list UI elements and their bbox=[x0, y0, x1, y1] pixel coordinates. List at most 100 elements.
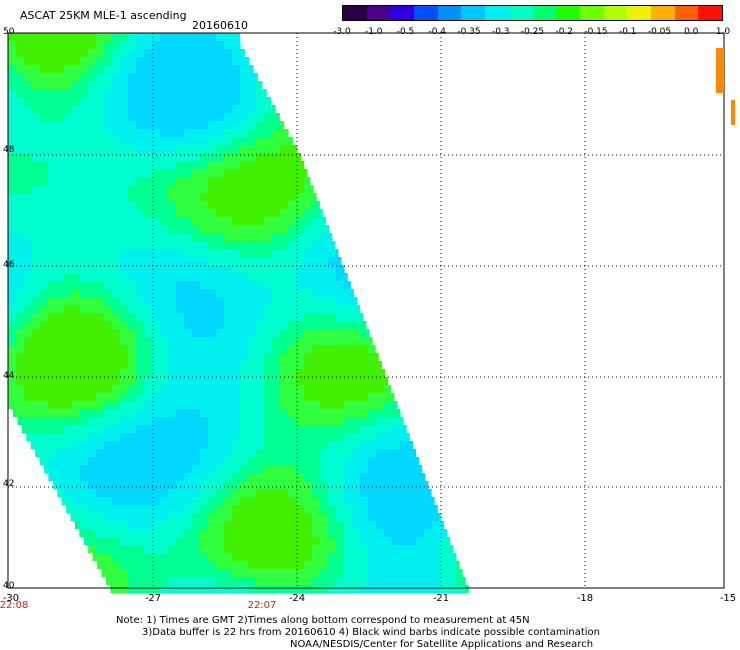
swath-cell bbox=[256, 481, 264, 489]
swath-cell bbox=[24, 385, 32, 393]
swath-cell bbox=[320, 305, 328, 313]
swath-cell bbox=[48, 257, 56, 265]
swath-cell bbox=[144, 473, 152, 481]
swath-cell bbox=[176, 273, 184, 281]
swath-cell bbox=[432, 513, 440, 521]
swath-cell bbox=[328, 433, 336, 441]
swath-cell bbox=[256, 561, 264, 569]
swath-cell bbox=[96, 529, 104, 537]
swath-cell bbox=[352, 473, 360, 481]
swath-cell bbox=[176, 497, 184, 505]
swath-cell bbox=[368, 545, 376, 553]
swath-cell bbox=[296, 329, 304, 337]
swath-cell bbox=[256, 553, 264, 561]
swath-cell bbox=[104, 353, 112, 361]
swath-cell bbox=[24, 257, 32, 265]
swath-cell bbox=[416, 545, 424, 553]
swath-cell bbox=[328, 337, 336, 345]
swath-cell bbox=[288, 161, 296, 169]
swath-cell bbox=[304, 561, 312, 569]
swath-cell bbox=[112, 289, 120, 297]
swath-cell bbox=[240, 489, 248, 497]
swath-cell bbox=[384, 553, 392, 561]
swath-cell bbox=[104, 297, 112, 305]
swath-cell bbox=[296, 561, 304, 569]
swath-cell bbox=[80, 473, 88, 481]
swath-cell bbox=[120, 249, 128, 257]
swath-cell bbox=[312, 449, 320, 457]
swath-cell bbox=[144, 81, 152, 89]
swath-cell bbox=[200, 225, 208, 233]
swath-cell bbox=[152, 369, 160, 377]
swath-cell bbox=[72, 201, 80, 209]
swath-cell bbox=[112, 169, 120, 177]
swath-cell bbox=[72, 209, 80, 217]
swath-cell bbox=[208, 537, 216, 545]
swath-cell bbox=[128, 529, 136, 537]
swath-cell bbox=[312, 353, 320, 361]
swath-cell bbox=[312, 577, 320, 585]
swath-cell bbox=[240, 329, 248, 337]
swath-cell bbox=[152, 265, 160, 273]
swath-cell bbox=[144, 401, 152, 409]
swath-cell bbox=[104, 209, 112, 217]
swath-cell bbox=[280, 273, 288, 281]
swath-cell bbox=[216, 433, 224, 441]
swath-cell bbox=[264, 369, 272, 377]
swath-cell bbox=[88, 89, 96, 97]
swath-cell bbox=[320, 537, 328, 545]
swath-cell bbox=[232, 393, 240, 401]
swath-cell bbox=[152, 433, 160, 441]
swath-cell bbox=[264, 281, 272, 289]
swath-cell bbox=[176, 41, 184, 49]
swath-cell bbox=[80, 361, 88, 369]
swath-cell bbox=[264, 393, 272, 401]
swath-cell bbox=[152, 113, 160, 121]
swath-cell bbox=[64, 353, 72, 361]
swath-cell bbox=[168, 377, 176, 385]
swath-cell bbox=[184, 361, 192, 369]
swath-cell bbox=[16, 145, 24, 153]
swath-cell bbox=[80, 529, 88, 537]
swath-cell bbox=[432, 577, 440, 585]
swath-cell bbox=[336, 257, 342, 265]
swath-cell bbox=[240, 481, 248, 489]
swath-cell bbox=[400, 577, 408, 585]
swath-cell bbox=[96, 249, 104, 257]
swath-cell bbox=[192, 513, 200, 521]
swath-cell bbox=[56, 417, 64, 425]
swath-cell bbox=[24, 393, 32, 401]
swath-cell bbox=[304, 457, 312, 465]
swath-cell bbox=[24, 57, 32, 65]
swath-cell bbox=[304, 585, 312, 593]
swath-cell bbox=[240, 569, 248, 577]
swath-cell bbox=[176, 353, 184, 361]
swath-cell bbox=[360, 537, 368, 545]
swath-cell bbox=[184, 329, 192, 337]
swath-cell bbox=[120, 561, 128, 569]
swath-cell bbox=[32, 369, 40, 377]
swath-cell bbox=[96, 537, 104, 545]
swath-cell bbox=[96, 305, 104, 313]
swath-cell bbox=[280, 457, 288, 465]
swath-cell bbox=[64, 433, 72, 441]
swath-cell bbox=[128, 553, 136, 561]
swath-cell bbox=[200, 457, 208, 465]
swath-cell bbox=[184, 105, 192, 113]
swath-cell bbox=[320, 257, 328, 265]
swath-cell bbox=[176, 225, 184, 233]
swath-cell bbox=[240, 249, 248, 257]
swath-cell bbox=[176, 257, 184, 265]
swath-cell bbox=[74, 521, 83, 529]
swath-cell bbox=[272, 585, 280, 593]
swath-cell bbox=[56, 121, 64, 129]
swath-cell bbox=[56, 481, 64, 489]
swath-cell bbox=[224, 529, 232, 537]
swath-cell bbox=[240, 89, 248, 97]
swath-cell bbox=[96, 417, 104, 425]
swath-cell bbox=[24, 425, 32, 433]
swath-cell bbox=[88, 65, 96, 73]
swath-cell bbox=[176, 313, 184, 321]
swath-cell bbox=[56, 209, 64, 217]
swath-cell bbox=[80, 89, 88, 97]
